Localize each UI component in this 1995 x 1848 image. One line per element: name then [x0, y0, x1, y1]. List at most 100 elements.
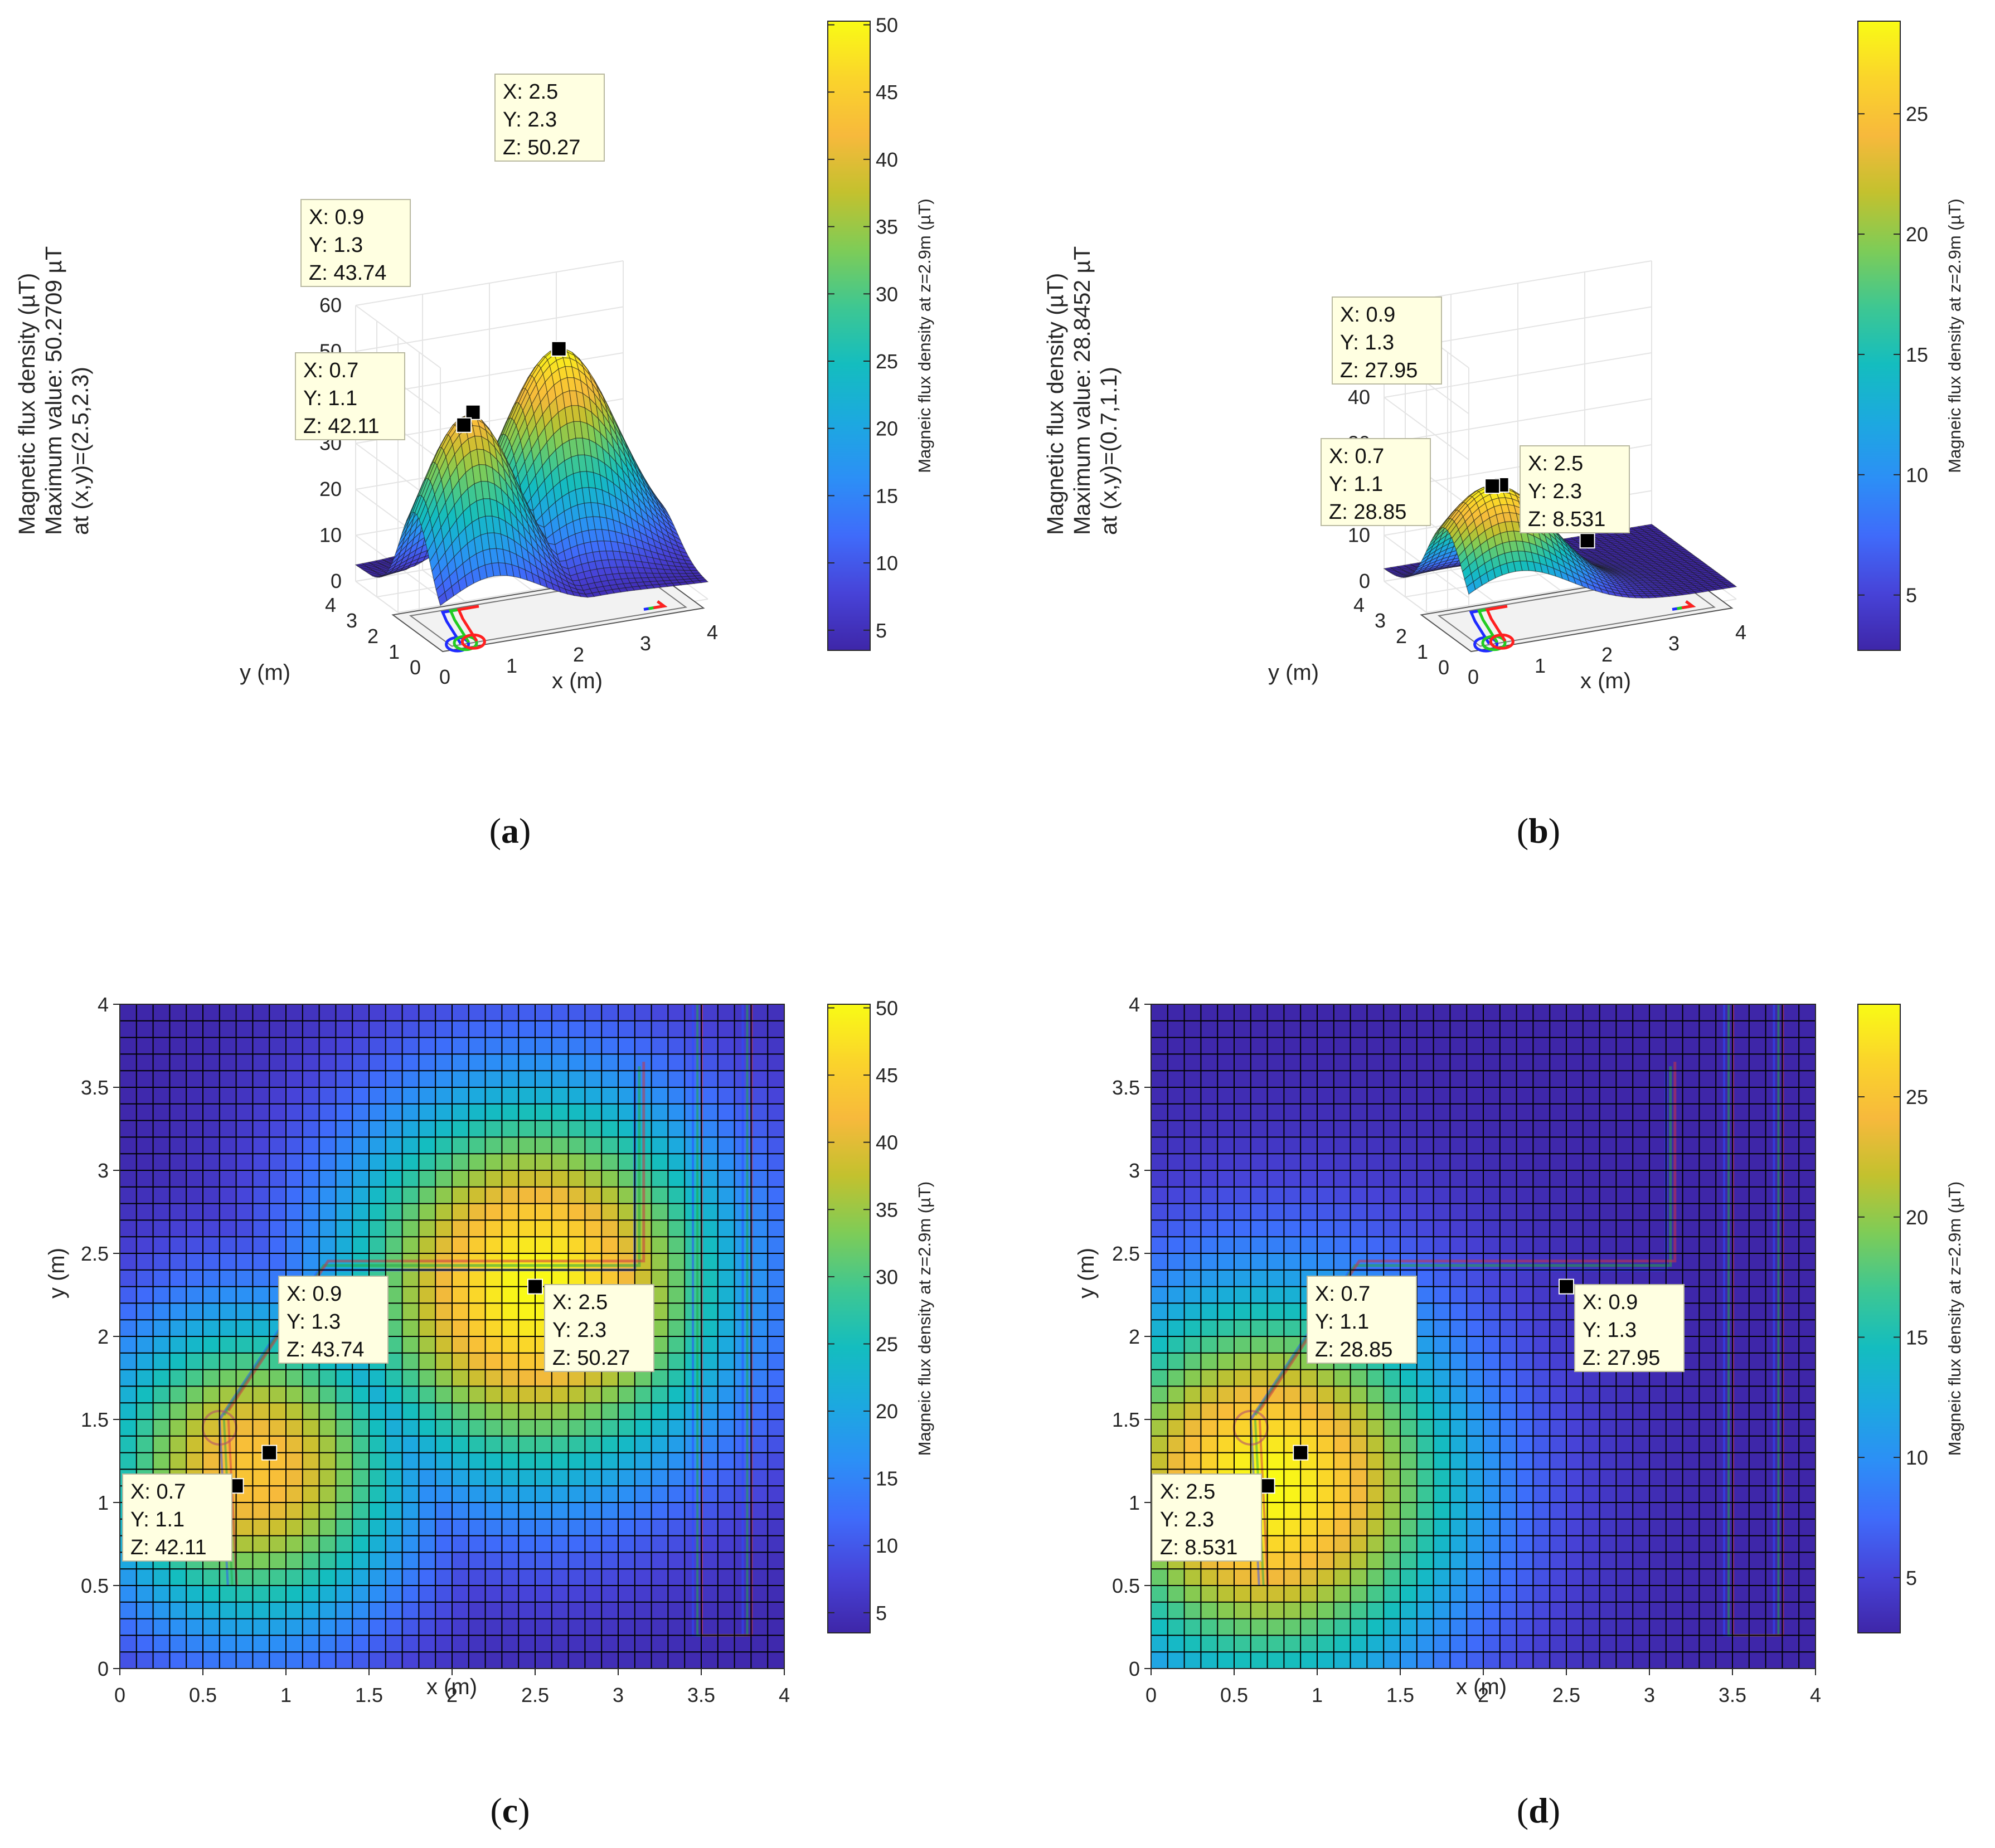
heatmap-cell	[601, 1071, 619, 1088]
heatmap-cell	[768, 1054, 785, 1071]
heatmap-cell	[452, 1220, 469, 1237]
heatmap-cell	[601, 1635, 619, 1652]
heatmap-cell	[485, 1336, 502, 1354]
heatmap-cell	[186, 1618, 203, 1636]
heatmap-cell	[551, 1020, 569, 1038]
heatmap-cell	[402, 1320, 419, 1337]
heatmap-cell	[717, 1320, 735, 1337]
heatmap-cell	[701, 1486, 719, 1503]
heatmap-cell	[502, 1369, 519, 1387]
heatmap-cell	[236, 1286, 253, 1304]
heatmap-cell	[169, 1353, 187, 1370]
heatmap-cell	[136, 1103, 154, 1121]
heatmap-cell	[153, 1652, 170, 1669]
heatmap-cell	[568, 1071, 585, 1088]
heatmap-cell	[568, 1602, 585, 1620]
heatmap-cell	[551, 1103, 569, 1121]
heatmap-cell	[236, 1618, 253, 1636]
heatmap-cell	[717, 1586, 735, 1603]
heatmap-cell	[585, 1436, 602, 1453]
heatmap-cell	[717, 1154, 735, 1171]
heatmap-cell	[551, 1569, 569, 1586]
heatmap-cell	[352, 1386, 370, 1403]
heatmap-cell	[485, 1535, 502, 1553]
heatmap-cell	[535, 1635, 552, 1652]
x-tick-label: 3	[640, 632, 651, 655]
heatmap-cell	[169, 1320, 187, 1337]
heatmap-cell	[485, 1353, 502, 1370]
heatmap-cell	[120, 1586, 137, 1603]
heatmap-cell	[668, 1320, 685, 1337]
heatmap-cell	[352, 1419, 370, 1437]
heatmap-cell	[468, 1054, 486, 1071]
heatmap-cell	[568, 1103, 585, 1121]
heatmap-cell	[435, 1237, 453, 1254]
datatip-line: X: 2.5	[1528, 452, 1583, 475]
heatmap-cell	[601, 1203, 619, 1220]
datatip-marker	[551, 341, 567, 357]
heatmap-cell	[668, 1502, 685, 1520]
heatmap-cell	[435, 1618, 453, 1636]
heatmap-cell	[585, 1120, 602, 1137]
heatmap-cell	[236, 1137, 253, 1154]
x-tick-label: 1	[506, 654, 517, 677]
heatmap-cell	[153, 1618, 170, 1636]
heatmap-cell	[668, 1120, 685, 1137]
heatmap-cell	[435, 1270, 453, 1287]
heatmap-cell	[518, 1054, 536, 1071]
heatmap-cell	[302, 1618, 320, 1636]
heatmap-cell	[419, 1519, 436, 1536]
heatmap-cell	[219, 1020, 237, 1038]
heatmap-cell	[551, 1220, 569, 1237]
heatmap-cell	[385, 1436, 403, 1453]
heatmap-cell	[169, 1186, 187, 1204]
heatmap-cell	[568, 1186, 585, 1204]
heatmap-cell	[551, 1386, 569, 1403]
heatmap-cell	[253, 1237, 270, 1254]
heatmap-cell	[734, 1635, 751, 1652]
heatmap-cell	[768, 1552, 785, 1569]
heatmap-cell	[186, 1303, 203, 1320]
heatmap-cell	[452, 1054, 469, 1071]
heatmap-cell	[701, 1552, 719, 1569]
heatmap-cell	[551, 1452, 569, 1470]
heatmap-cell	[286, 1586, 303, 1603]
heatmap-cell	[169, 1154, 187, 1171]
heatmap-cell	[236, 1336, 253, 1354]
heatmap-cell	[352, 1452, 370, 1470]
heatmap-cell	[518, 1386, 536, 1403]
heatmap-cell	[402, 1071, 419, 1088]
heatmap-cell	[651, 1087, 668, 1105]
heatmap-cell	[717, 1087, 735, 1105]
heatmap-cell	[219, 1353, 237, 1370]
heatmap-cell	[452, 1137, 469, 1154]
heatmap-cell	[136, 1154, 154, 1171]
heatmap-cell	[717, 1436, 735, 1453]
heatmap-cell	[419, 1087, 436, 1105]
z-tick-label: 20	[319, 478, 342, 500]
heatmap-cell	[468, 1353, 486, 1370]
heatmap-cell	[701, 1154, 719, 1171]
heatmap-cell	[319, 1054, 336, 1071]
heatmap-cell	[253, 1120, 270, 1137]
heatmap-cell	[668, 1602, 685, 1620]
heatmap-cell	[568, 1635, 585, 1652]
heatmap-cell	[269, 1469, 287, 1486]
datatip: X: 0.9Y: 1.3Z: 43.74	[300, 199, 411, 287]
heatmap-cell	[535, 1203, 552, 1220]
heatmap-cell	[219, 1635, 237, 1652]
heatmap-cell	[485, 1386, 502, 1403]
heatmap-cell	[551, 1170, 569, 1188]
heatmap-cell	[768, 1220, 785, 1237]
heatmap-cell	[186, 1286, 203, 1304]
heatmap-cell	[302, 1087, 320, 1105]
heatmap-cell	[419, 1270, 436, 1287]
heatmap-cell	[768, 1071, 785, 1088]
heatmap-cell	[169, 1569, 187, 1586]
heatmap-cell	[336, 1037, 353, 1054]
y-tick-label: 3	[346, 609, 357, 632]
heatmap-cell	[203, 1336, 220, 1354]
heatmap-cell	[618, 1535, 635, 1553]
heatmap-cell	[502, 1469, 519, 1486]
heatmap-cell	[253, 1652, 270, 1669]
